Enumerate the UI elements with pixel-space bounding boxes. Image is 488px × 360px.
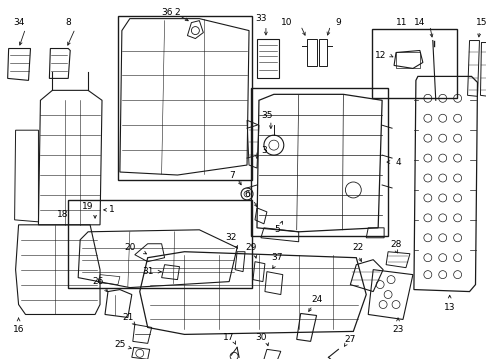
Text: 24: 24 bbox=[310, 295, 322, 304]
Text: 15: 15 bbox=[475, 18, 486, 27]
Text: 11: 11 bbox=[395, 18, 407, 27]
Text: 36: 36 bbox=[161, 8, 172, 17]
Text: 21: 21 bbox=[122, 313, 133, 322]
Bar bbox=[371, 28, 456, 98]
Text: 5: 5 bbox=[273, 225, 279, 234]
Text: 13: 13 bbox=[443, 303, 454, 312]
Text: 12: 12 bbox=[374, 51, 385, 60]
Bar bbox=[257, 39, 278, 78]
Bar bbox=[118, 15, 251, 180]
Text: 2: 2 bbox=[174, 8, 180, 17]
Text: 19: 19 bbox=[82, 202, 94, 211]
Text: 23: 23 bbox=[391, 325, 403, 334]
Text: 32: 32 bbox=[225, 233, 236, 242]
Text: 6: 6 bbox=[244, 190, 249, 199]
Text: 18: 18 bbox=[57, 210, 68, 219]
Text: 17: 17 bbox=[223, 333, 234, 342]
Bar bbox=[68, 200, 251, 288]
Text: 3: 3 bbox=[261, 145, 266, 154]
Bar bbox=[318, 39, 327, 67]
Bar bbox=[250, 88, 387, 236]
Text: 28: 28 bbox=[389, 240, 401, 249]
Text: 8: 8 bbox=[65, 18, 71, 27]
Text: 33: 33 bbox=[255, 14, 266, 23]
Text: 37: 37 bbox=[270, 253, 282, 262]
Text: 9: 9 bbox=[335, 18, 341, 27]
Text: 27: 27 bbox=[344, 335, 355, 344]
Text: 1: 1 bbox=[109, 206, 115, 215]
Text: 30: 30 bbox=[255, 333, 266, 342]
Text: 10: 10 bbox=[281, 18, 292, 27]
Text: 16: 16 bbox=[13, 325, 24, 334]
Text: 25: 25 bbox=[114, 340, 125, 349]
Bar bbox=[395, 53, 419, 68]
Text: 7: 7 bbox=[229, 171, 235, 180]
Text: 4: 4 bbox=[394, 158, 400, 167]
Text: 20: 20 bbox=[124, 243, 135, 252]
Text: 29: 29 bbox=[245, 243, 256, 252]
Text: 26: 26 bbox=[92, 277, 103, 286]
Text: 35: 35 bbox=[261, 111, 272, 120]
Text: 14: 14 bbox=[413, 18, 425, 27]
Bar bbox=[306, 39, 316, 67]
Text: 31: 31 bbox=[142, 267, 153, 276]
Text: 34: 34 bbox=[13, 18, 24, 27]
Text: 22: 22 bbox=[352, 243, 363, 252]
